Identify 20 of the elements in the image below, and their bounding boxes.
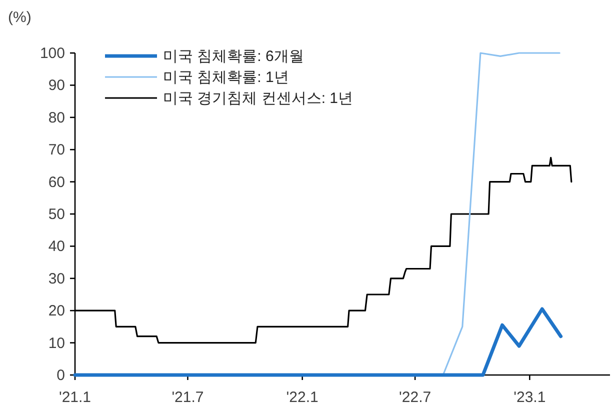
legend-label: 미국 침체확률: 6개월 [163, 48, 304, 65]
x-tick-label: '23.1 [514, 389, 546, 406]
x-tick-label: '22.1 [286, 389, 318, 406]
x-tick-label: '22.7 [399, 389, 432, 406]
legend-label: 미국 침체확률: 1년 [163, 69, 289, 86]
y-tick-label: 100 [40, 45, 65, 62]
y-tick-label: 90 [48, 77, 65, 94]
y-tick-label: 20 [48, 302, 65, 320]
y-tick-label: 40 [48, 238, 65, 256]
y-tick-label: 80 [48, 109, 65, 126]
x-tick-label: '21.7 [172, 389, 204, 406]
y-tick-label: 60 [48, 174, 65, 191]
legend-label: 미국 경기침체 컨센서스: 1년 [163, 90, 354, 107]
y-axis-title: (%) [8, 9, 32, 26]
y-tick-label: 70 [48, 142, 65, 159]
y-tick-label: 50 [48, 206, 65, 223]
x-tick-label: '21.1 [58, 389, 92, 406]
y-tick-label: 0 [56, 367, 65, 384]
y-tick-label: 10 [48, 334, 65, 352]
y-tick-label: 30 [48, 270, 65, 288]
